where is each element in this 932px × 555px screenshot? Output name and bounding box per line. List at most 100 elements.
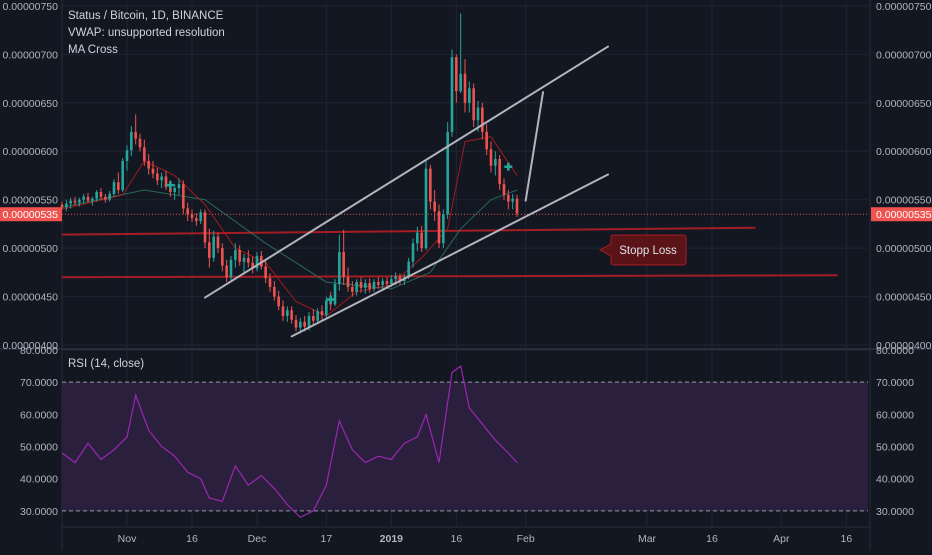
candle[interactable] bbox=[125, 145, 129, 171]
candle[interactable] bbox=[381, 278, 384, 289]
candle[interactable] bbox=[268, 273, 272, 292]
candle[interactable] bbox=[368, 278, 371, 293]
candle[interactable] bbox=[494, 151, 497, 176]
candle[interactable] bbox=[346, 267, 350, 292]
projection-line[interactable] bbox=[524, 91, 544, 202]
candle[interactable] bbox=[377, 277, 380, 289]
candle[interactable] bbox=[481, 102, 484, 140]
support-upper-line[interactable] bbox=[61, 226, 756, 236]
candle[interactable] bbox=[286, 306, 289, 322]
candle[interactable] bbox=[463, 59, 467, 113]
candle[interactable] bbox=[160, 172, 163, 189]
candle[interactable] bbox=[147, 154, 150, 175]
candle[interactable] bbox=[429, 164, 432, 210]
channel-upper-line[interactable] bbox=[204, 45, 609, 299]
candle[interactable] bbox=[502, 178, 506, 200]
candle[interactable] bbox=[294, 315, 298, 332]
ma-fast-line[interactable] bbox=[61, 136, 518, 317]
symbol-title[interactable]: Status / Bitcoin, 1D, BINANCE bbox=[68, 10, 224, 22]
candle[interactable] bbox=[455, 54, 458, 103]
candle[interactable] bbox=[242, 253, 246, 274]
candle[interactable] bbox=[450, 49, 454, 137]
candle[interactable] bbox=[65, 199, 68, 212]
candle[interactable] bbox=[99, 188, 103, 200]
candle[interactable] bbox=[290, 306, 293, 324]
candle[interactable] bbox=[91, 196, 94, 206]
candle[interactable] bbox=[95, 190, 98, 202]
candle[interactable] bbox=[485, 124, 488, 156]
candle[interactable] bbox=[255, 252, 259, 272]
candle[interactable] bbox=[134, 114, 137, 145]
candle[interactable] bbox=[507, 190, 510, 210]
candle[interactable] bbox=[489, 141, 493, 173]
candle[interactable] bbox=[138, 133, 142, 152]
candle[interactable] bbox=[498, 155, 501, 191]
candle[interactable] bbox=[398, 273, 402, 285]
candle[interactable] bbox=[385, 277, 389, 288]
candle[interactable] bbox=[117, 172, 120, 194]
candle[interactable] bbox=[186, 202, 189, 222]
candle[interactable] bbox=[69, 197, 72, 209]
rsi-line[interactable] bbox=[61, 365, 518, 519]
stop-loss-box[interactable] bbox=[598, 234, 687, 266]
candle[interactable] bbox=[424, 160, 428, 251]
stop-loss-callout[interactable]: Stopp Loss bbox=[598, 234, 687, 266]
support-lower-line[interactable] bbox=[61, 274, 838, 279]
candle[interactable] bbox=[216, 232, 220, 253]
candle[interactable] bbox=[112, 179, 116, 197]
candle[interactable] bbox=[164, 170, 168, 191]
vwap-legend[interactable]: VWAP: unsupported resolution bbox=[68, 27, 225, 39]
candle[interactable] bbox=[208, 228, 211, 268]
candle[interactable] bbox=[359, 277, 363, 293]
candle[interactable] bbox=[78, 197, 81, 207]
candle[interactable] bbox=[420, 225, 423, 253]
cross-marker[interactable] bbox=[504, 162, 513, 171]
candle[interactable] bbox=[364, 279, 367, 294]
candle[interactable] bbox=[351, 281, 354, 297]
candle[interactable] bbox=[130, 126, 133, 157]
candle[interactable] bbox=[121, 158, 124, 192]
candle[interactable] bbox=[173, 184, 176, 200]
ma-cross-legend[interactable]: MA Cross bbox=[68, 44, 118, 56]
candle[interactable] bbox=[195, 213, 198, 226]
candle[interactable] bbox=[442, 209, 445, 249]
candle[interactable] bbox=[177, 178, 181, 195]
candle[interactable] bbox=[143, 139, 146, 166]
candle[interactable] bbox=[459, 13, 462, 94]
candle[interactable] bbox=[199, 209, 202, 224]
candle[interactable] bbox=[472, 83, 475, 128]
candle[interactable] bbox=[234, 243, 237, 268]
candle[interactable] bbox=[511, 193, 514, 210]
rsi-legend[interactable]: RSI (14, close) bbox=[68, 358, 145, 370]
candle[interactable] bbox=[515, 194, 519, 218]
candle[interactable] bbox=[229, 255, 233, 282]
candle[interactable] bbox=[108, 190, 111, 202]
candle[interactable] bbox=[316, 308, 319, 324]
candle[interactable] bbox=[104, 193, 107, 203]
candle[interactable] bbox=[247, 250, 250, 268]
candle[interactable] bbox=[260, 251, 263, 270]
candle[interactable] bbox=[325, 296, 328, 318]
channel-lower-line[interactable] bbox=[290, 173, 609, 338]
candle[interactable] bbox=[411, 238, 415, 268]
candle[interactable] bbox=[312, 309, 315, 326]
candle[interactable] bbox=[264, 260, 267, 284]
candle[interactable] bbox=[182, 180, 185, 215]
candle[interactable] bbox=[355, 279, 358, 296]
candle[interactable] bbox=[73, 196, 77, 206]
candle[interactable] bbox=[281, 300, 285, 321]
candle[interactable] bbox=[338, 234, 341, 291]
candle[interactable] bbox=[86, 192, 90, 203]
candle[interactable] bbox=[203, 209, 207, 249]
candle[interactable] bbox=[251, 256, 254, 274]
candle[interactable] bbox=[277, 290, 280, 311]
candle[interactable] bbox=[238, 245, 241, 266]
candle[interactable] bbox=[190, 209, 194, 222]
cross-marker[interactable] bbox=[166, 181, 175, 190]
candle[interactable] bbox=[151, 160, 155, 179]
candle[interactable] bbox=[372, 279, 376, 292]
candle[interactable] bbox=[416, 226, 419, 252]
candle[interactable] bbox=[342, 229, 345, 285]
candle[interactable] bbox=[212, 230, 215, 262]
